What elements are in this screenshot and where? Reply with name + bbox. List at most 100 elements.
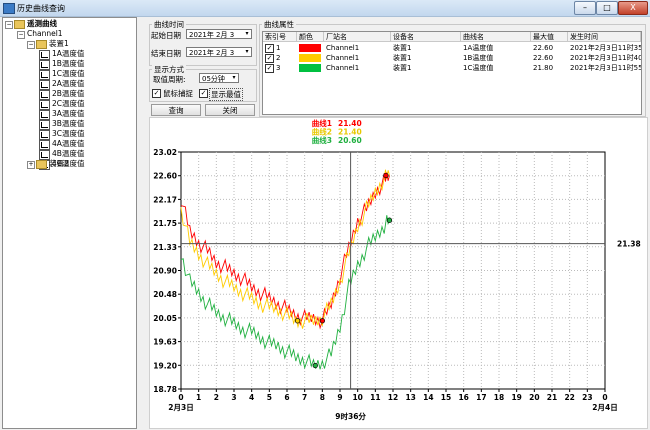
row-device: 装置1 — [393, 54, 412, 62]
period-select[interactable]: 05分钟 ▾ — [199, 73, 239, 83]
dropdown-arrow-icon[interactable]: ▾ — [245, 30, 249, 37]
curve-time-legend: 曲线时间 — [152, 19, 186, 30]
period-label: 取值周期: — [153, 75, 186, 84]
curve-icon — [39, 90, 50, 100]
app-icon — [3, 3, 15, 14]
show-extremes-label: 显示最值 — [209, 88, 243, 101]
start-date-picker[interactable]: 2021年 2月 3 ▾ — [186, 29, 252, 39]
x-tick-label: 17 — [476, 393, 486, 402]
table-header[interactable]: 颜色 — [297, 32, 324, 42]
color-swatch[interactable] — [299, 64, 321, 72]
color-swatch[interactable] — [299, 44, 321, 52]
display-mode-group — [149, 69, 257, 102]
cursor-capture-checkbox[interactable]: ✓ — [152, 89, 161, 98]
x-end-date-label: 2月4日 — [592, 403, 617, 412]
tree-curve-label: 1C温度值 — [52, 69, 85, 78]
cursor-capture-label: 鼠标捕捉 — [163, 89, 193, 98]
extreme-marker — [319, 318, 325, 324]
row-visible-checkbox[interactable]: ✓ — [265, 64, 274, 73]
chart-area[interactable]: 曲线1 21.40 曲线2 21.40 曲线3 20.60 23.02 22.60 22.17 2… — [149, 117, 648, 429]
x-tick-label: 11 — [370, 393, 380, 402]
row-station: Channel1 — [326, 64, 360, 72]
x-tick-label: 9 — [337, 393, 342, 402]
extreme-marker — [386, 217, 393, 223]
x-tick-label: 19 — [511, 393, 521, 402]
period-value: 05分钟 — [202, 75, 225, 83]
tree-curve-label: 3A温度值 — [52, 109, 85, 118]
y-tick-label: 20.48 — [153, 290, 177, 299]
table-header[interactable]: 索引号 — [263, 32, 297, 42]
x-tick-label: 22 — [564, 393, 574, 402]
tree-curve-label: 1B温度值 — [52, 59, 85, 68]
color-swatch[interactable] — [299, 54, 321, 62]
series-line-3 — [180, 215, 390, 370]
curve-icon — [39, 70, 50, 80]
legend-name: 曲线2 — [312, 127, 332, 137]
y-tick-label: 21.75 — [153, 219, 177, 228]
tree-station-label: Channel1 — [27, 29, 63, 38]
close-window-button[interactable]: X — [618, 1, 648, 15]
show-extremes-checkbox[interactable]: ✓ — [199, 89, 208, 98]
curve-icon — [39, 60, 50, 70]
x-tick-label: 5 — [267, 393, 272, 402]
end-date-value: 2021年 2月 3 — [189, 49, 235, 57]
curve-icon — [39, 110, 50, 120]
row-visible-checkbox[interactable]: ✓ — [265, 44, 274, 53]
tree-curve-label: 4B温度值 — [52, 149, 85, 158]
collapse-icon[interactable]: − — [17, 31, 25, 39]
folder-icon — [14, 20, 25, 29]
x-tick-label: 16 — [458, 393, 468, 402]
collapse-icon[interactable]: − — [5, 21, 13, 29]
table-header[interactable]: 曲线名 — [461, 32, 531, 42]
x-tick-label: 3 — [231, 393, 236, 402]
x-tick-label: 6 — [284, 393, 289, 402]
curve-icon — [39, 100, 50, 110]
curve-icon — [39, 120, 50, 130]
table-header[interactable]: 最大值 — [531, 32, 568, 42]
tree-curve-label: 2B温度值 — [52, 89, 85, 98]
maximize-button[interactable]: □ — [596, 1, 618, 15]
device-tree[interactable]: − 遥测曲线 − Channel1 − 装置1 1A温度值 1B温度值 1C温度值 2… — [2, 17, 137, 429]
extreme-marker — [312, 362, 318, 369]
row-index: 1 — [276, 44, 281, 52]
row-index: 2 — [276, 54, 281, 62]
table-header[interactable]: 厂站名 — [324, 32, 391, 42]
tree-curve-label: 4A温度值 — [52, 139, 85, 148]
x-tick-label: 18 — [494, 393, 504, 402]
y-tick-label: 22.17 — [153, 195, 177, 204]
start-date-label: 起始日期 — [151, 31, 181, 40]
table-row[interactable]: ✓ 2 Channel1 装置1 1B温度值 22.60 2021年2月3日11时40 — [263, 53, 641, 63]
close-button[interactable]: 关闭 — [205, 104, 255, 116]
minimize-button[interactable]: – — [574, 1, 596, 15]
tree-curve-label: 4C温度值 — [52, 159, 85, 168]
query-button[interactable]: 查询 — [151, 104, 201, 116]
tree-device-label: 装置1 — [49, 39, 69, 48]
x-start-date-label: 2月3日 — [168, 403, 193, 412]
row-visible-checkbox[interactable]: ✓ — [265, 54, 274, 63]
cursor-time-label: 9时36分 — [335, 411, 366, 421]
history-curve-chart[interactable]: 曲线1 21.40 曲线2 21.40 曲线3 20.60 23.02 22.60 22.17 2… — [150, 118, 647, 428]
series-line-1 — [180, 172, 390, 330]
x-tick-label: 21 — [547, 393, 557, 402]
end-date-label: 结束日期 — [151, 49, 181, 58]
collapse-icon[interactable]: − — [27, 41, 35, 49]
dropdown-arrow-icon[interactable]: ▾ — [245, 48, 249, 55]
curve-props-legend: 曲线属性 — [262, 19, 296, 30]
curve-icon — [39, 150, 50, 160]
x-tick-label: 0 — [602, 393, 607, 402]
curve-props-table[interactable]: 索引号 颜色 厂站名 设备名 曲线名 最大值 发生时间 ✓ 1 Channel1 装置1 1A温度值… — [262, 31, 642, 115]
expand-icon[interactable]: + — [27, 161, 35, 169]
end-date-picker[interactable]: 2021年 2月 3 ▾ — [186, 47, 252, 57]
x-tick-label: 14 — [423, 393, 433, 402]
tree-root-label: 遥测曲线 — [27, 19, 57, 28]
table-row[interactable]: ✓ 3 Channel1 装置1 1C温度值 21.80 2021年2月3日11时55 — [263, 63, 641, 73]
tree-device-label: 装置2 — [49, 159, 69, 168]
row-time: 2021年2月3日11时40 — [570, 54, 642, 62]
dropdown-arrow-icon[interactable]: ▾ — [232, 74, 236, 81]
row-time: 2021年2月3日11时35 — [570, 44, 642, 52]
x-tick-label: 10 — [352, 393, 362, 402]
table-row[interactable]: ✓ 1 Channel1 装置1 1A温度值 22.60 2021年2月3日11时35 — [263, 43, 641, 53]
y-tick-label: 21.33 — [153, 243, 177, 252]
table-header[interactable]: 发生时间 — [568, 32, 641, 42]
table-header[interactable]: 设备名 — [391, 32, 461, 42]
